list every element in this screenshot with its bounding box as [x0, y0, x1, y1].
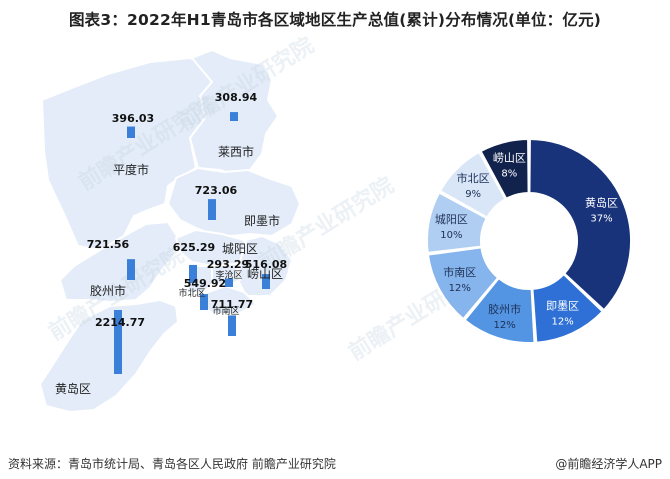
donut-slice-value: 12% [493, 320, 515, 331]
map-bar [208, 199, 216, 220]
donut-slice-value: 10% [440, 230, 462, 241]
map-region-label: 胶州市 [90, 283, 126, 298]
donut-slice-label: 黄岛区 [585, 196, 618, 210]
donut-slice [528, 137, 632, 312]
map-region-label: 黄岛区 [55, 381, 91, 396]
map-bar [127, 126, 135, 138]
map-bar-value-label: 721.56 [87, 238, 130, 251]
map-bar-value-labels: 396.03 308.94 723.06 721.56 625.29 516.08 549.… [87, 91, 287, 329]
donut-slice [426, 191, 489, 254]
donut-slice-label: 崂山区 [493, 151, 526, 164]
donut-slice [426, 246, 500, 321]
donut-slice-label: 即墨区 [546, 299, 579, 312]
region-jimo [167, 167, 301, 237]
map-bar [262, 274, 270, 289]
map-region-label: 崂山区 [247, 267, 283, 281]
chart-title: 图表3：2022年H1青岛市各区域地区生产总值(累计)分布情况(单位：亿元) [68, 11, 602, 29]
map-bar-value-label: 711.77 [211, 298, 253, 311]
donut-slice [463, 276, 536, 344]
donut-slice-value: 8% [501, 168, 517, 179]
map-bar-value-label: 396.03 [112, 112, 154, 125]
donut-slice [479, 137, 530, 201]
map-bar-value-label: 2214.77 [95, 316, 145, 329]
map-bar-value-label: 549.92 [184, 277, 226, 290]
brand-credit: @前瞻经济学人APP [555, 457, 662, 471]
donut-chart: 黄岛区 37% 即墨区 12% 胶州市 12% 市南区 12% 城阳区 10% 市北区 9% 崂山区 8% [426, 137, 632, 344]
map-bar [189, 264, 197, 283]
donut-slice-label: 胶州市 [488, 302, 521, 316]
region-laoshan [237, 235, 293, 297]
map-bar-value-label: 625.29 [173, 241, 215, 254]
map-bar-value-label: 516.08 [245, 258, 287, 271]
map-bars [114, 112, 270, 374]
map-region-label: 李沧区 [215, 269, 242, 281]
donut-slice [438, 150, 507, 219]
map-bar [228, 315, 236, 336]
map-bar-value-label: 293.29 [207, 258, 249, 271]
map-bar [225, 278, 233, 287]
donut-slice-value: 12% [449, 283, 471, 294]
map-bar [114, 310, 122, 374]
source-note: 资料来源：青岛市统计局、青岛各区人民政府 前瞻产业研究院 [8, 457, 336, 471]
donut-slice-label: 城阳区 [435, 213, 468, 226]
qingdao-map [39, 49, 301, 413]
map-region-label: 莱西市 [218, 144, 254, 159]
donut-slice-value: 37% [590, 214, 612, 225]
map-region-label: 平度市 [113, 162, 149, 177]
donut-slice-label: 市北区 [457, 171, 490, 185]
donut-slice-value: 9% [465, 189, 481, 200]
map-bar [200, 294, 208, 310]
map-bar-value-label: 723.06 [195, 184, 238, 197]
map-region-label: 市北区 [178, 287, 205, 299]
map-region-label: 城阳区 [222, 242, 258, 256]
map-bar-value-label: 308.94 [215, 91, 258, 104]
region-huangdao [39, 299, 179, 413]
map-bar [127, 259, 135, 280]
donut-slice-label: 市南区 [443, 265, 476, 279]
donut-slice [531, 272, 605, 344]
region-jiaozhou [59, 221, 179, 303]
map-bar [230, 112, 238, 121]
map-region-label: 市南区 [212, 305, 239, 317]
map-region-label: 即墨市 [244, 213, 280, 228]
donut-slice-value: 12% [552, 316, 574, 327]
